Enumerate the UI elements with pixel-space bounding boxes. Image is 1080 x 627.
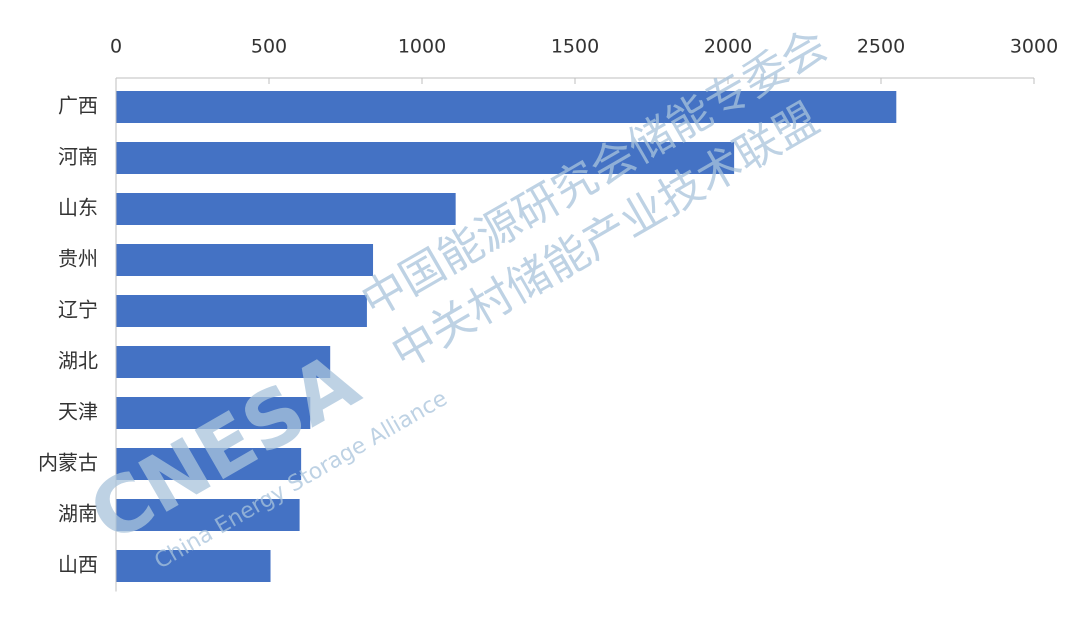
bar [116,550,271,582]
y-tick-label: 湖南 [58,502,98,526]
y-tick-label: 内蒙古 [38,451,98,475]
y-tick-label: 天津 [58,400,98,424]
x-tick-label: 0 [110,36,122,58]
y-tick-label: 山东 [58,196,98,220]
x-tick-label: 2000 [704,36,752,58]
x-tick-label: 3000 [1010,36,1058,58]
x-tick-label: 2500 [857,36,905,58]
bar [116,244,374,276]
bar [116,346,331,378]
y-tick-label: 湖北 [58,349,98,373]
bar [116,448,302,480]
y-tick-label: 贵州 [58,247,98,271]
bar [116,295,367,327]
y-tick-label: 山西 [58,553,98,577]
bar [116,91,897,123]
x-tick-label: 500 [251,36,287,58]
bar [116,397,311,429]
x-tick-label: 1500 [551,36,599,58]
x-tick-label: 1000 [398,36,446,58]
bar [116,193,456,225]
y-tick-label: 河南 [58,145,98,169]
bar [116,499,300,531]
y-tick-label: 辽宁 [58,298,98,322]
bar [116,142,735,174]
y-tick-label: 广西 [58,94,98,118]
